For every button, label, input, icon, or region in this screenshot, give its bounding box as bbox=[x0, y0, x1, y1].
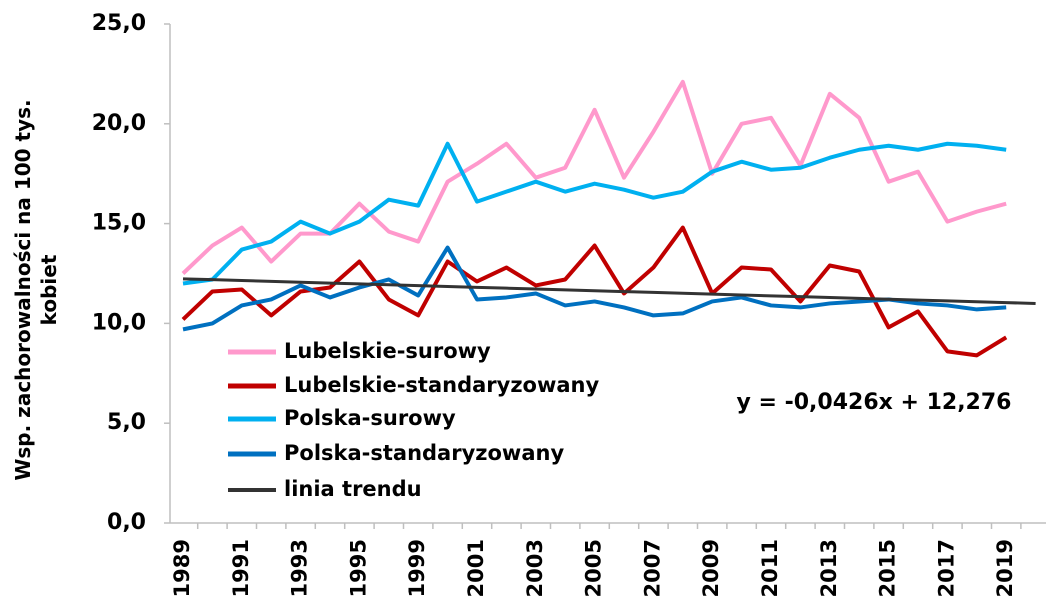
legend-label: Lubelskie-surowy bbox=[284, 339, 491, 363]
legend-box bbox=[200, 334, 680, 512]
x-tick-label: 2009 bbox=[699, 539, 723, 597]
legend-label: linia trendu bbox=[284, 477, 422, 501]
annotation-box bbox=[700, 382, 1046, 424]
series-line bbox=[182, 277, 1036, 305]
x-tick-label: 1999 bbox=[405, 539, 429, 597]
series-line bbox=[181, 225, 1008, 358]
series-line bbox=[181, 79, 1007, 275]
x-tick-label: 2005 bbox=[582, 539, 606, 597]
x-tick-label: 2013 bbox=[817, 539, 841, 597]
y-tick-label: 20,0 bbox=[92, 111, 146, 136]
y-tick-label: 5,0 bbox=[107, 410, 146, 435]
y-axis-label-line: Wsp. zachorowalności na 100 tys. bbox=[11, 99, 35, 480]
legend-label: Lubelskie-standaryzowany bbox=[284, 373, 600, 397]
x-tick-label: 2019 bbox=[993, 539, 1017, 597]
series-line bbox=[182, 245, 1007, 332]
x-tick-label: 1989 bbox=[170, 539, 194, 597]
legend-label: Polska-surowy bbox=[284, 406, 456, 430]
y-tick-label: 0,0 bbox=[107, 510, 146, 535]
x-tick-label: 1995 bbox=[346, 539, 370, 597]
x-tick-label: 2003 bbox=[523, 539, 547, 597]
x-tick-label: 1993 bbox=[288, 539, 312, 597]
x-tick-label: 2015 bbox=[876, 539, 900, 597]
y-tick-label: 25,0 bbox=[92, 11, 146, 36]
series-line bbox=[182, 141, 1007, 286]
y-tick-label: 10,0 bbox=[92, 310, 146, 335]
x-tick-label: 2001 bbox=[464, 539, 488, 597]
trend-equation: y = -0,0426x + 12,276 bbox=[737, 390, 1012, 415]
legend-label: Polska-standaryzowany bbox=[284, 441, 564, 465]
x-tick-label: 1991 bbox=[229, 539, 253, 597]
x-tick-label: 2007 bbox=[640, 539, 664, 597]
y-axis-label: Wsp. zachorowalności na 100 tys. kobiet bbox=[11, 99, 61, 480]
y-tick-label: 15,0 bbox=[92, 211, 146, 236]
x-tick-label: 2011 bbox=[758, 539, 782, 597]
y-axis-label-line: kobiet bbox=[37, 254, 61, 325]
x-tick-label: 2017 bbox=[934, 539, 958, 597]
